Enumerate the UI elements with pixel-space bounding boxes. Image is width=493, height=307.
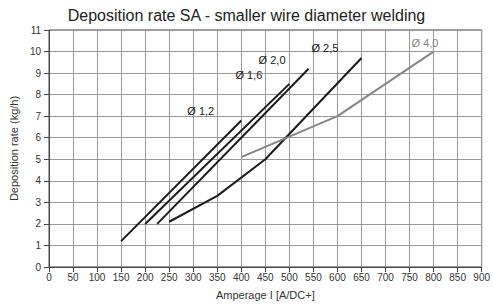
svg-text:Ø 4,0: Ø 4,0 [412,37,439,49]
svg-text:850: 850 [449,272,466,283]
svg-text:Deposition rate (kg/h): Deposition rate (kg/h) [8,96,20,201]
svg-text:Ø 1,2: Ø 1,2 [187,105,214,117]
svg-text:0: 0 [35,262,41,273]
svg-text:7: 7 [35,111,41,122]
svg-text:3: 3 [35,197,41,208]
svg-text:300: 300 [185,272,202,283]
svg-text:Ø 2,5: Ø 2,5 [311,42,338,54]
svg-text:50: 50 [67,272,79,283]
svg-text:500: 500 [281,272,298,283]
svg-text:450: 450 [257,272,274,283]
svg-text:6: 6 [35,132,41,143]
svg-text:650: 650 [353,272,370,283]
svg-text:800: 800 [425,272,442,283]
svg-text:9: 9 [35,68,41,79]
svg-text:150: 150 [113,272,130,283]
svg-text:900: 900 [473,272,490,283]
svg-text:100: 100 [89,272,106,283]
svg-text:2: 2 [35,218,41,229]
svg-text:600: 600 [329,272,346,283]
svg-text:8: 8 [35,89,41,100]
svg-text:350: 350 [209,272,226,283]
svg-text:250: 250 [161,272,178,283]
svg-text:0: 0 [46,272,52,283]
svg-text:10: 10 [30,46,42,57]
svg-text:Ø 2,0: Ø 2,0 [259,54,286,66]
svg-text:Amperage I [A/DC+]: Amperage I [A/DC+] [216,289,315,301]
svg-text:400: 400 [233,272,250,283]
svg-text:Deposition rate SA - smaller w: Deposition rate SA - smaller wire diamet… [68,7,425,24]
svg-text:750: 750 [401,272,418,283]
svg-text:5: 5 [35,154,41,165]
svg-text:4: 4 [35,175,41,186]
svg-text:700: 700 [377,272,394,283]
svg-text:550: 550 [305,272,322,283]
svg-text:200: 200 [137,272,154,283]
svg-text:1: 1 [35,240,41,251]
svg-text:Ø 1,6: Ø 1,6 [235,69,262,81]
svg-text:11: 11 [31,25,42,36]
